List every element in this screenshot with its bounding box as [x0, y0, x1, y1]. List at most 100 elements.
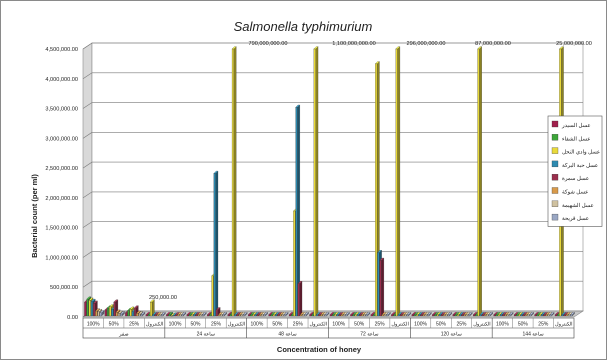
bar-front — [555, 315, 557, 316]
x-tick-label: 25% — [211, 322, 222, 328]
bar-front — [212, 276, 214, 316]
bar-front — [400, 315, 402, 316]
bar-front — [114, 302, 116, 316]
bar-front — [502, 315, 504, 316]
bar-front — [100, 313, 102, 316]
bar-front — [441, 315, 443, 316]
bar-front — [87, 299, 89, 316]
x-group-label: صفر — [118, 332, 129, 338]
legend-label: عسل السيدر — [561, 123, 591, 129]
bar-front — [448, 315, 450, 316]
bar-front — [316, 315, 318, 316]
legend-swatch — [552, 174, 558, 180]
bar-front — [484, 315, 486, 316]
bar-front — [236, 315, 238, 316]
bar-front — [216, 310, 218, 316]
bar — [214, 171, 218, 316]
bar-front — [496, 315, 498, 316]
bar-front — [289, 315, 291, 316]
bar-front — [261, 315, 263, 316]
x-tick-label: الكنترول — [473, 322, 491, 328]
y-tick-label: 2,000,000.00 — [45, 196, 78, 202]
bar-front — [168, 315, 170, 316]
bar-front — [269, 315, 271, 316]
bar-front — [89, 300, 91, 316]
bar-front — [318, 315, 320, 316]
x-tick-label: 50% — [109, 322, 120, 328]
bar-front — [312, 315, 314, 316]
bar-front — [250, 315, 252, 316]
x-tick-label: 100% — [332, 322, 345, 328]
bar-front — [230, 315, 232, 316]
bar-front — [341, 315, 343, 316]
x-axis-label: Concentration of honey — [277, 345, 362, 354]
x-tick-label: 50% — [272, 322, 283, 328]
bar-front — [364, 315, 366, 316]
bar-front — [459, 315, 461, 316]
legend-label: عسل قريحة — [562, 216, 589, 222]
bar-front — [130, 309, 132, 316]
bar-front — [382, 315, 384, 316]
x-group-label: 144 ساعة — [523, 332, 544, 338]
bar-front — [394, 315, 396, 316]
bar-front — [345, 315, 347, 316]
bar-front — [339, 315, 341, 316]
bar-front — [291, 315, 293, 316]
bar-front — [473, 315, 475, 316]
plot-area — [83, 43, 583, 317]
bar-front — [453, 315, 455, 316]
bar-front — [570, 315, 572, 316]
data-annotation: 25,000,000.00 — [556, 41, 592, 47]
bar-front — [304, 315, 306, 316]
bar-front — [357, 315, 359, 316]
bar-side — [300, 281, 302, 316]
x-tick-label: الكنترول — [228, 322, 246, 328]
bar-front — [418, 315, 420, 316]
x-tick-label: 25% — [456, 322, 467, 328]
bar-front — [443, 315, 445, 316]
bar-front — [111, 309, 113, 316]
bar-front — [546, 315, 548, 316]
x-tick-label: 50% — [191, 322, 202, 328]
data-annotation: 250,000.00 — [149, 295, 177, 301]
x-axis: 100% 50% 25% الكنترول صفر 100% 50% 25% الكنترول 2… — [83, 318, 574, 338]
bar-front — [486, 315, 488, 316]
x-tick-label: 50% — [354, 322, 365, 328]
bar-front — [177, 315, 179, 316]
x-tick-label: الكنترول — [310, 322, 328, 328]
bar-front — [298, 284, 300, 316]
bar-front — [248, 315, 250, 316]
x-tick-label: 50% — [518, 322, 529, 328]
data-annotation: 790,000,000.00 — [249, 41, 288, 47]
legend-swatch — [552, 201, 558, 207]
bar-front — [423, 315, 425, 316]
bar-front — [521, 315, 523, 316]
bar-front — [414, 315, 416, 316]
bar-front — [95, 311, 97, 316]
y-tick-label: 1,500,000.00 — [45, 226, 78, 232]
bar-front — [109, 307, 111, 316]
bar-front — [179, 315, 181, 316]
bar-front — [105, 310, 107, 316]
bar-front — [255, 315, 257, 316]
back-wall — [92, 43, 583, 311]
bar-side — [316, 47, 318, 316]
x-tick-label: 25% — [293, 322, 304, 328]
x-group-label: 48 ساعة — [278, 332, 296, 338]
x-tick-label: 100% — [87, 322, 100, 328]
bar-front — [296, 107, 298, 316]
bar-front — [480, 315, 482, 316]
bar-front — [314, 49, 316, 316]
bar-front — [527, 315, 529, 316]
bar-front — [330, 315, 332, 316]
bar-front — [437, 315, 439, 316]
bar-front — [257, 315, 259, 316]
y-tick-label: 4,000,000.00 — [45, 77, 78, 83]
bar-front — [466, 315, 468, 316]
bar-front — [373, 315, 375, 316]
bar-front — [500, 315, 502, 316]
bar-front — [157, 315, 159, 316]
bar-front — [234, 315, 236, 316]
y-tick-label: 1,000,000.00 — [45, 255, 78, 261]
bar-front — [509, 315, 511, 316]
